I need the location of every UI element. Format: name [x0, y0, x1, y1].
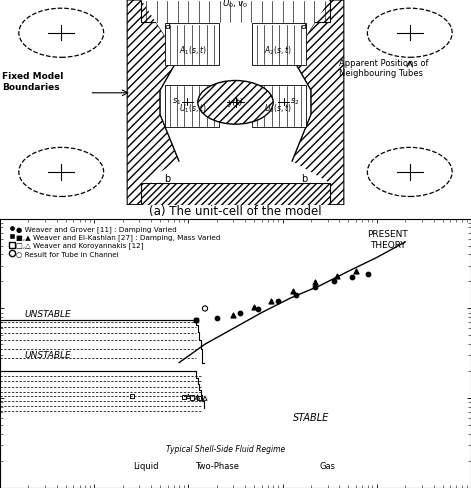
Text: b: b [164, 174, 171, 184]
Bar [252, 84, 306, 127]
Point [192, 316, 200, 324]
Text: $U_2(s,t)$: $U_2(s,t)$ [264, 103, 292, 116]
Point [352, 267, 360, 275]
Text: $s_2$: $s_2$ [290, 96, 299, 107]
Legend: ● Weaver and Grover [11] : Damping Varied, ■,▲ Weaver and El-Kashlan [27] : Damp: ● Weaver and Grover [11] : Damping Varie… [8, 225, 221, 257]
Point [251, 303, 258, 310]
Polygon shape [292, 0, 344, 204]
Polygon shape [127, 0, 179, 204]
Point [254, 305, 262, 313]
Text: PRESENT
THEORY: PRESENT THEORY [367, 230, 408, 250]
Point [292, 291, 300, 299]
Point [201, 394, 209, 402]
Point [267, 298, 275, 305]
Bar [165, 23, 219, 65]
Bar [141, 183, 330, 204]
Text: $s_1$: $s_1$ [172, 96, 181, 107]
Text: Fixed Model
Boundaries: Fixed Model Boundaries [2, 72, 64, 92]
Bar [252, 23, 306, 65]
Point [213, 314, 220, 322]
Text: Gas: Gas [319, 462, 335, 471]
Text: UNSTABLE: UNSTABLE [24, 310, 71, 319]
Point [229, 311, 237, 319]
Point [311, 279, 318, 286]
Text: UNSTABLE: UNSTABLE [24, 351, 71, 360]
Text: y(t): y(t) [227, 98, 244, 107]
Text: $A_2(s,t)$: $A_2(s,t)$ [264, 44, 292, 57]
Point [290, 287, 297, 295]
Point [236, 309, 244, 317]
Text: Liquid: Liquid [133, 462, 158, 471]
Bar [141, 0, 330, 22]
Text: Apparent Positions of
Neighbouring Tubes: Apparent Positions of Neighbouring Tubes [339, 59, 429, 78]
Bar [165, 84, 219, 127]
Text: $U_1(s,t)$: $U_1(s,t)$ [179, 103, 207, 116]
Point [185, 392, 192, 400]
Point [311, 283, 318, 290]
Point [128, 392, 136, 400]
Text: $U_0, v_0$: $U_0, v_0$ [222, 0, 249, 10]
Point [364, 270, 372, 278]
Point [275, 298, 282, 305]
Text: Two-Phase: Two-Phase [195, 462, 239, 471]
Text: $A_1(s,t)$: $A_1(s,t)$ [179, 44, 207, 57]
Text: STABLE: STABLE [293, 413, 329, 423]
Point [330, 278, 338, 285]
Point [333, 272, 341, 280]
Point [194, 393, 201, 401]
Text: Typical Shell-Side Fluid Regime: Typical Shell-Side Fluid Regime [166, 445, 285, 454]
Point [195, 394, 203, 402]
Text: a: a [301, 21, 307, 31]
Point [188, 393, 196, 401]
Text: a: a [164, 21, 170, 31]
Point [201, 305, 209, 312]
Point [192, 316, 200, 324]
Text: b: b [300, 174, 307, 184]
Point [349, 273, 356, 281]
Point [180, 393, 188, 401]
Text: (a) The unit-cell of the model: (a) The unit-cell of the model [149, 205, 322, 218]
Polygon shape [141, 0, 330, 183]
Circle shape [198, 81, 273, 124]
